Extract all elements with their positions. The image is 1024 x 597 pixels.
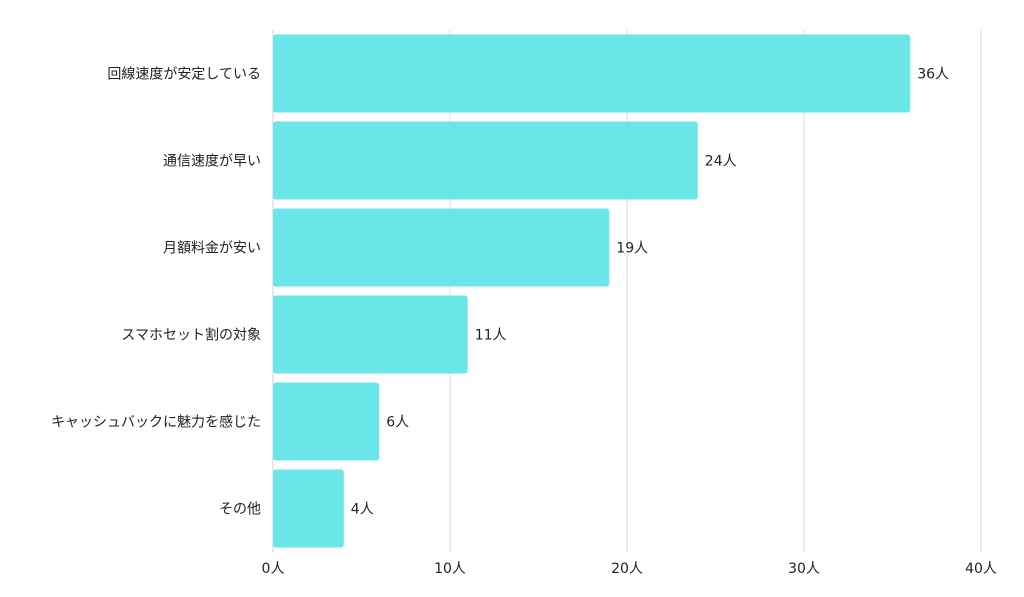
value-label: 36人 bbox=[917, 67, 949, 83]
bar bbox=[273, 34, 911, 113]
category-label: その他 bbox=[219, 502, 261, 518]
category-label: 通信速度が早い bbox=[163, 154, 261, 170]
bar bbox=[273, 295, 468, 374]
category-label: スマホセット割の対象 bbox=[121, 327, 261, 344]
bar bbox=[273, 121, 698, 200]
category-label: 月額料金が安い bbox=[163, 241, 261, 257]
bar bbox=[273, 382, 380, 461]
value-label: 11人 bbox=[475, 328, 507, 344]
category-label: キャッシュバックに魅力を感じた bbox=[51, 414, 261, 431]
bar bbox=[273, 208, 610, 287]
value-label: 4人 bbox=[351, 502, 374, 518]
bar-layer bbox=[273, 34, 911, 548]
x-tick-label: 20人 bbox=[611, 561, 643, 577]
value-label: 19人 bbox=[616, 241, 648, 257]
x-tick-label: 10人 bbox=[434, 561, 466, 577]
grid-layer bbox=[272, 30, 982, 552]
bar bbox=[273, 469, 344, 548]
category-label: 回線速度が安定している bbox=[107, 67, 261, 83]
x-tick-label: 40人 bbox=[965, 561, 997, 577]
x-axis-ticks: 0人 10人 20人 30人 40人 bbox=[262, 561, 997, 577]
value-label: 24人 bbox=[705, 154, 737, 170]
x-tick-label: 0人 bbox=[262, 561, 285, 577]
x-tick-label: 30人 bbox=[788, 561, 820, 577]
value-label: 6人 bbox=[386, 415, 409, 431]
